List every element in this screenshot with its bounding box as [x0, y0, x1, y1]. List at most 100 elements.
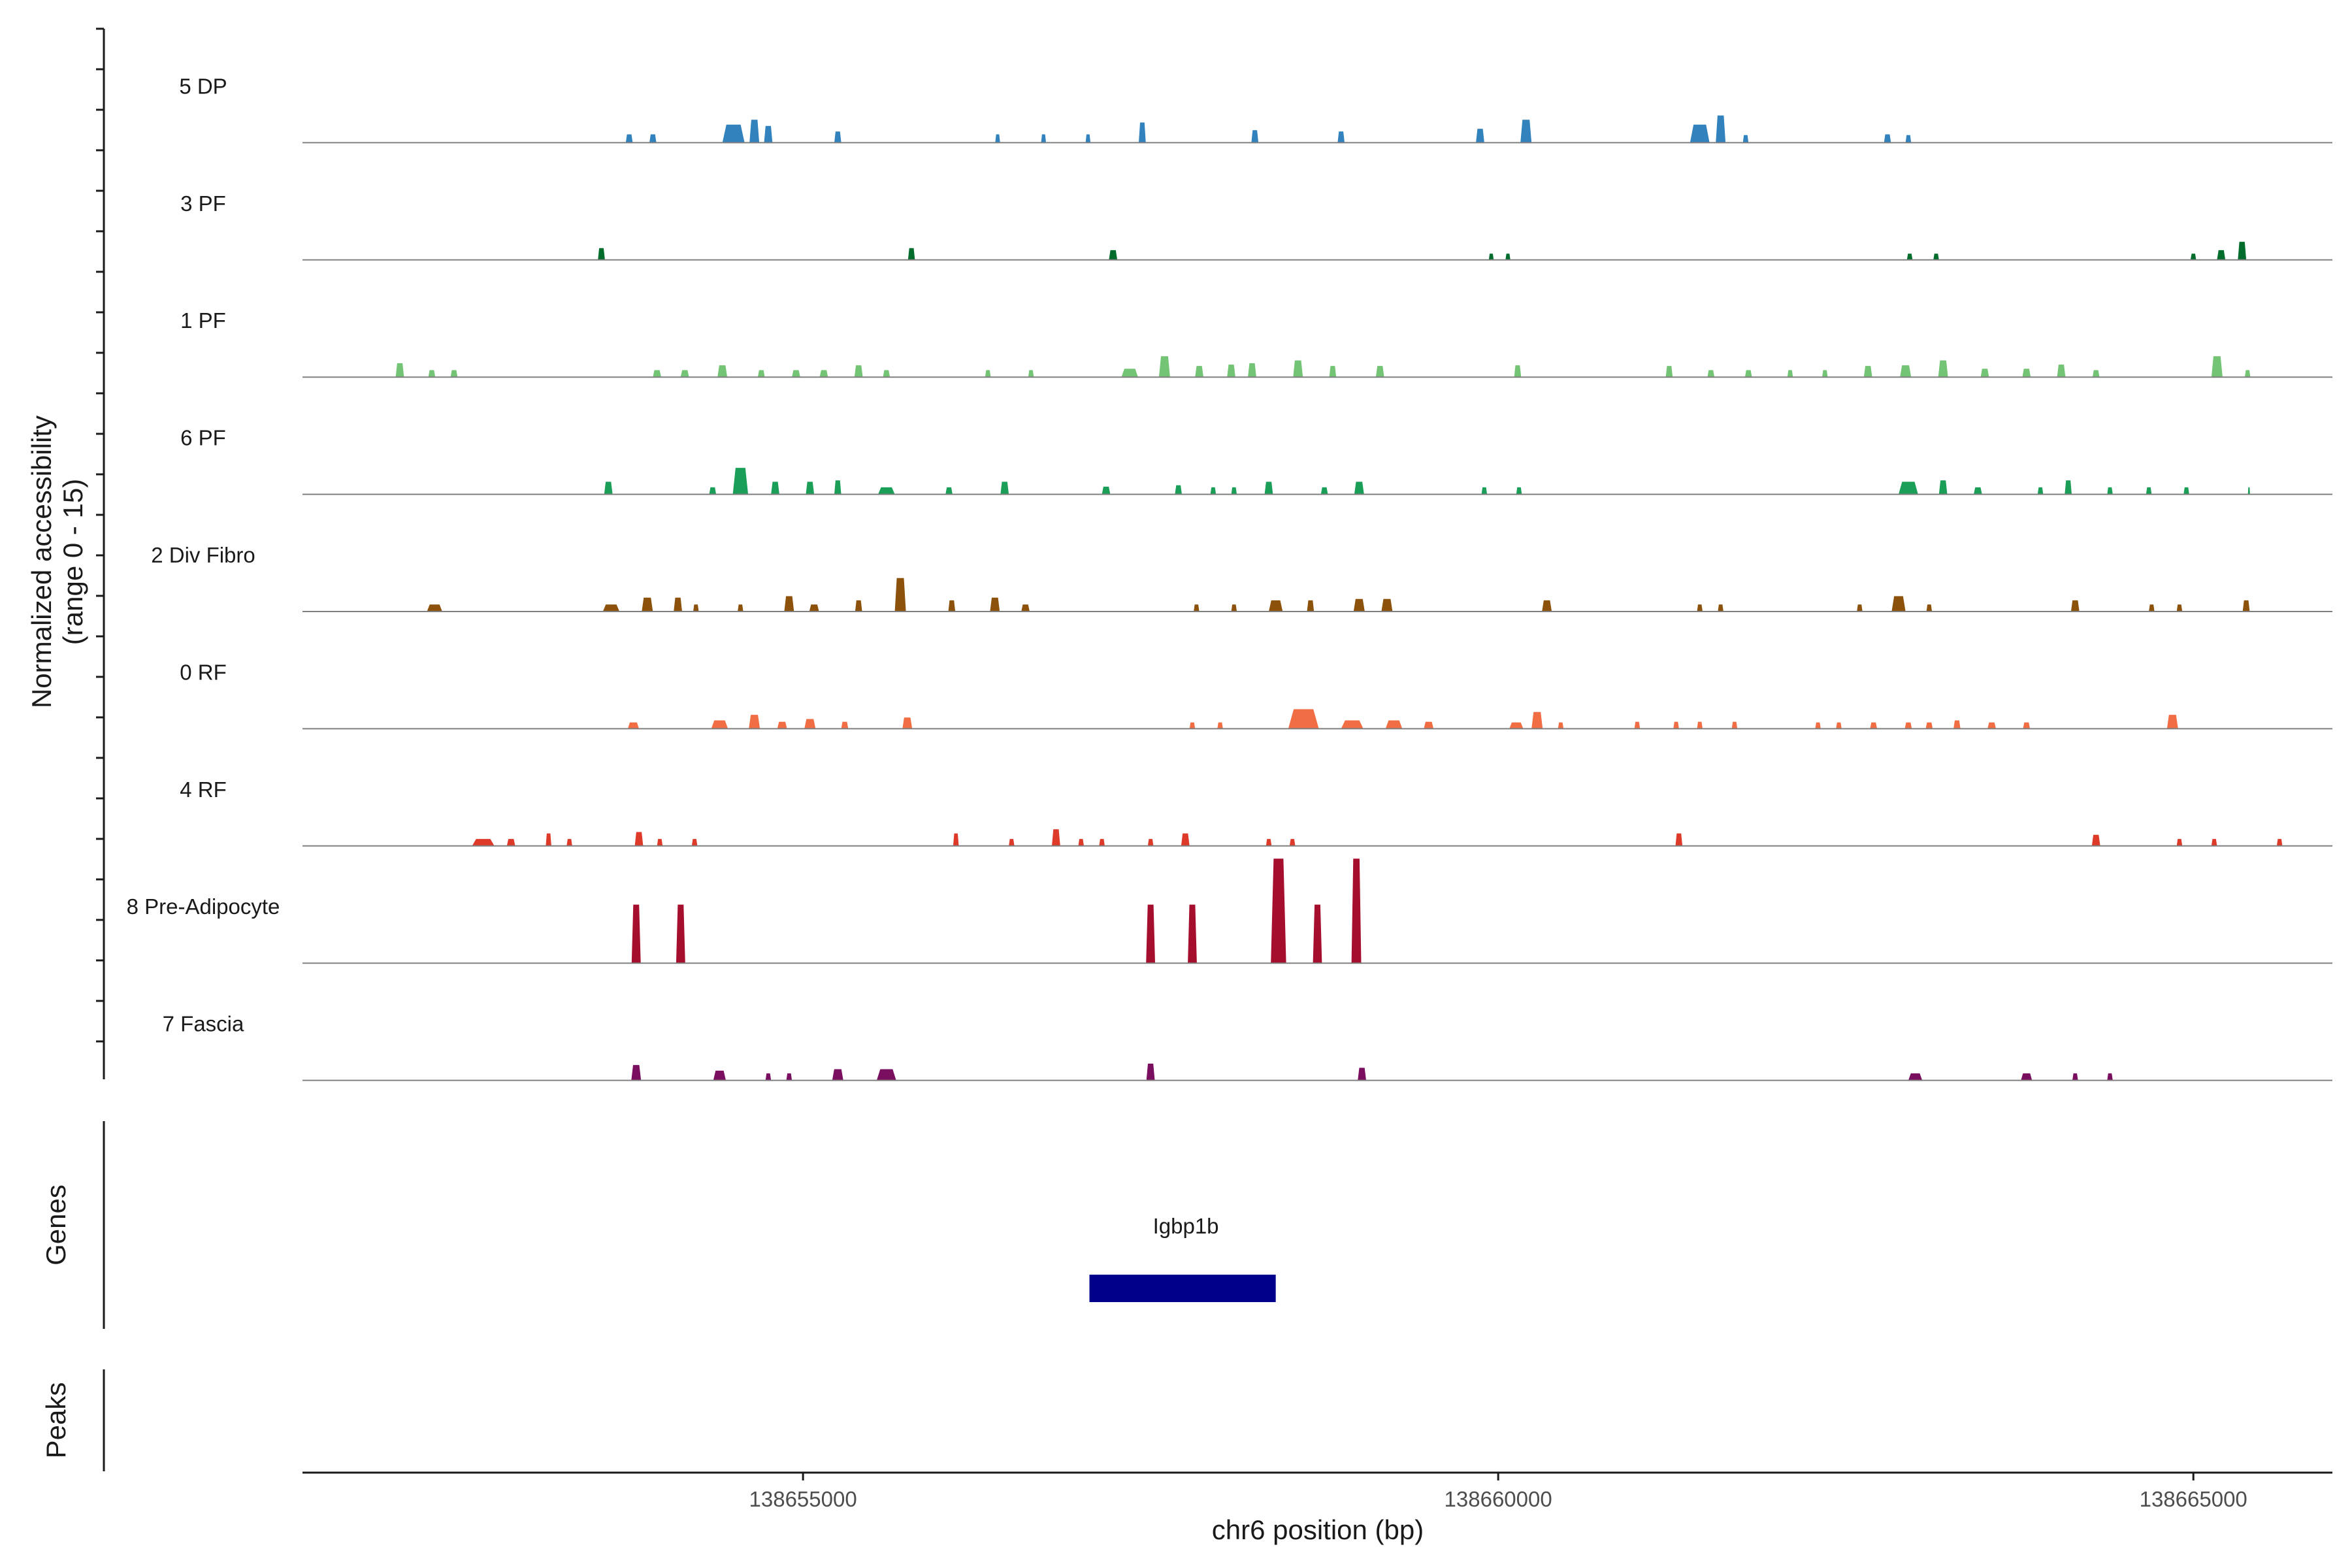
peak-5-dp-15 — [1716, 115, 1726, 143]
peak-2-div-fibro-15 — [1269, 600, 1283, 612]
peak-1-pf-35 — [2244, 370, 2251, 378]
peak-4-rf-13 — [1181, 833, 1190, 846]
track-1-pf: 1 PF — [180, 308, 2332, 378]
peak-2-div-fibro-0 — [427, 604, 442, 612]
peak-5-dp-4 — [764, 125, 773, 143]
peak-1-pf-30 — [1980, 368, 1989, 378]
track-0-rf: 0 RF — [180, 660, 2332, 730]
peak-6-pf-1 — [709, 487, 717, 495]
peak-1-pf-9 — [854, 365, 863, 378]
peak-7-fascia-7 — [1358, 1068, 1366, 1081]
peak-7-fascia-11 — [2107, 1073, 2113, 1081]
peak-2-div-fibro-2 — [642, 597, 653, 612]
peak-0-rf-19 — [1731, 721, 1738, 729]
peak-1-pf-10 — [883, 370, 890, 378]
peak-1-pf-34 — [2211, 356, 2223, 378]
peak-1-pf-18 — [1293, 360, 1303, 378]
peak-6-pf-2 — [732, 468, 749, 495]
peak-3-pf-9 — [2238, 242, 2247, 260]
peak-6-pf-5 — [834, 480, 841, 495]
peak-4-rf-5 — [657, 839, 663, 846]
peak-0-rf-17 — [1673, 721, 1679, 729]
peak-6-pf-9 — [1102, 486, 1111, 495]
peak-0-rf-15 — [1558, 722, 1564, 729]
peak-1-pf-1 — [428, 370, 436, 378]
track-8-pre-adipocyte: 8 Pre-Adipocyte — [127, 858, 2332, 964]
peak-2-div-fibro-28 — [2242, 600, 2250, 612]
peak-5-dp-11 — [1337, 131, 1345, 143]
peak-7-fascia-3 — [786, 1073, 792, 1081]
peak-1-pf-0 — [395, 363, 404, 378]
peak-3-pf-3 — [1488, 253, 1494, 260]
peak-6-pf-19 — [1938, 480, 1948, 495]
peak-6-pf-8 — [1000, 482, 1009, 495]
peak-0-rf-26 — [1987, 722, 1996, 729]
peak-1-pf-22 — [1665, 366, 1673, 378]
peak-7-fascia-2 — [765, 1073, 772, 1081]
peak-2-div-fibro-18 — [1381, 598, 1393, 612]
peak-4-rf-11 — [1099, 839, 1105, 846]
peak-3-pf-2 — [1109, 250, 1118, 260]
peak-4-rf-2 — [546, 833, 551, 846]
peak-6-pf-16 — [1481, 487, 1488, 495]
peak-0-rf-6 — [902, 717, 913, 729]
peak-1-pf-6 — [757, 370, 765, 378]
peak-1-pf-8 — [819, 370, 828, 378]
peak-2-div-fibro-22 — [1857, 604, 1863, 612]
genes-track-label: Genes — [41, 1184, 71, 1266]
peak-2-div-fibro-24 — [1926, 604, 1933, 612]
genes-panel: Genes Igbp1b — [41, 1121, 1276, 1329]
peak-4-rf-20 — [2276, 839, 2283, 846]
peak-6-pf-24 — [2146, 487, 2152, 495]
peak-2-div-fibro-4 — [693, 604, 699, 612]
peak-0-rf-28 — [2166, 715, 2178, 729]
track-label-7-fascia: 7 Fascia — [163, 1012, 244, 1036]
peak-2-div-fibro-26 — [2149, 604, 2155, 612]
peak-0-rf-27 — [2023, 722, 2031, 729]
peak-0-rf-4 — [804, 719, 816, 729]
track-3-pf: 3 PF — [180, 191, 2332, 261]
peak-8-pre-adipocyte-2 — [1146, 904, 1155, 964]
peak-5-dp-16 — [1742, 135, 1749, 143]
peaks-track-label: Peaks — [41, 1382, 71, 1459]
peak-6-pf-13 — [1264, 482, 1273, 495]
peak-3-pf-0 — [598, 248, 605, 260]
peak-4-rf-1 — [506, 839, 515, 846]
coverage-y-axis-ticks — [96, 27, 104, 1043]
peak-1-pf-21 — [1514, 365, 1522, 378]
peak-5-dp-12 — [1476, 129, 1484, 143]
track-7-fascia: 7 Fascia — [163, 1012, 2332, 1081]
track-5-dp: 5 DP — [179, 74, 2332, 144]
peak-5-dp-0 — [625, 134, 633, 143]
peak-1-pf-12 — [1028, 370, 1034, 378]
peak-1-pf-23 — [1707, 370, 1715, 378]
peak-6-pf-23 — [2107, 487, 2113, 495]
peak-5-dp-10 — [1251, 130, 1259, 143]
peak-6-pf-10 — [1175, 485, 1182, 495]
peak-7-fascia-1 — [713, 1070, 726, 1081]
gene-body-igbp1b — [1089, 1275, 1276, 1302]
peak-2-div-fibro-10 — [948, 600, 956, 612]
peak-4-rf-16 — [1675, 833, 1683, 846]
peak-8-pre-adipocyte-5 — [1313, 904, 1322, 964]
peak-1-pf-7 — [792, 370, 800, 378]
peak-4-rf-3 — [566, 839, 572, 846]
track-label-1-pf: 1 PF — [180, 308, 226, 333]
peak-0-rf-12 — [1424, 721, 1434, 729]
peak-7-fascia-0 — [631, 1065, 642, 1081]
peak-2-div-fibro-19 — [1542, 600, 1552, 612]
peak-4-rf-7 — [953, 833, 959, 846]
peak-2-div-fibro-14 — [1231, 604, 1237, 612]
x-axis: 138655000 138660000 138665000 chr6 positio… — [302, 1471, 2332, 1545]
peak-1-pf-11 — [985, 370, 991, 378]
peak-4-rf-18 — [2176, 839, 2183, 846]
peak-2-div-fibro-27 — [2176, 604, 2183, 612]
peak-5-dp-9 — [1139, 122, 1146, 143]
peak-2-div-fibro-25 — [2070, 600, 2080, 612]
peak-1-pf-28 — [1900, 365, 1912, 378]
peak-2-div-fibro-8 — [855, 600, 862, 612]
peak-8-pre-adipocyte-1 — [676, 904, 685, 964]
peak-3-pf-7 — [2190, 253, 2197, 260]
track-label-3-pf: 3 PF — [180, 191, 226, 216]
